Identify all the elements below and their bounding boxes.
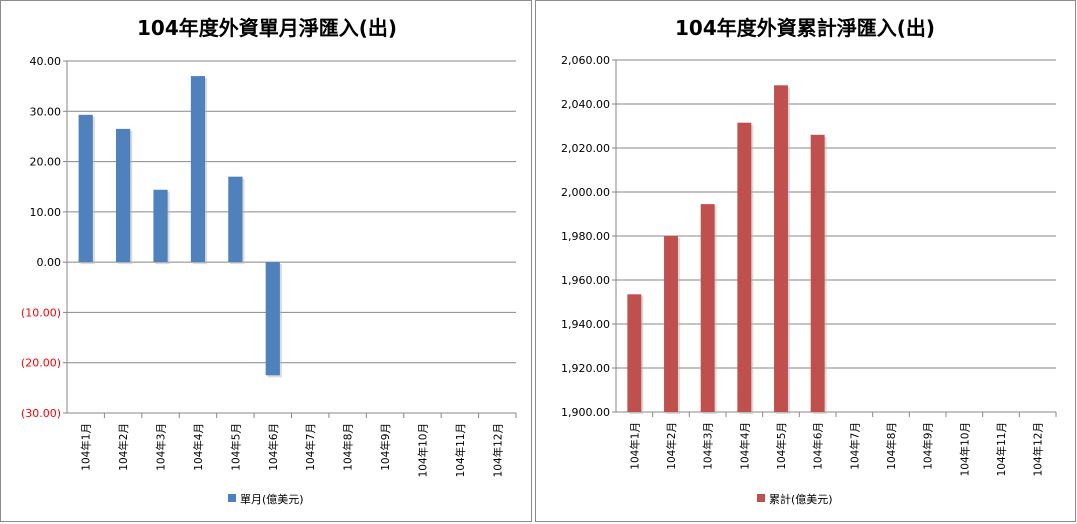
y-tick-label: 2,060.00: [561, 54, 610, 67]
x-tick-label: 104年10月: [416, 423, 429, 477]
cumulative-chart-panel: 104年度外資累計淨匯入(出) 2,060.00 2,040.00 2,020.00 2…: [535, 0, 1076, 522]
y-tick-label: 10.00: [30, 206, 62, 219]
monthly-net-inflow-chart: 104年度外資單月淨匯入(出) 40.00 30.00 20.00 10.00 0.00 (…: [21, 16, 517, 506]
y-tick-label: 1,920.00: [561, 362, 610, 375]
x-tick-label: 104年5月: [775, 422, 788, 470]
x-tick-label: 104年9月: [922, 422, 935, 470]
y-tick-label: (10.00): [21, 306, 61, 319]
y-tick-label: 1,940.00: [561, 318, 610, 331]
bar: [153, 189, 168, 263]
bar: [774, 85, 788, 413]
legend-label: 累計(億美元): [769, 492, 833, 506]
bar: [116, 128, 131, 263]
y-tick-label: 2,020.00: [561, 142, 610, 155]
legend-label: 單月(億美元): [240, 493, 304, 506]
x-tick-label: 104年11月: [995, 422, 1008, 476]
x-tick-label: 104年1月: [80, 423, 93, 471]
bar: [190, 76, 206, 263]
x-tick-label: 104年12月: [1032, 422, 1045, 476]
y-tick-label: (30.00): [21, 407, 61, 420]
legend-swatch: [757, 494, 765, 502]
y-tick-label: 0.00: [37, 256, 62, 269]
x-tick-label: 104年3月: [702, 422, 715, 470]
x-tick-label: 104年8月: [342, 423, 355, 471]
chart-title: 104年度外資累計淨匯入(出): [675, 16, 935, 40]
x-tick-label: 104年4月: [192, 423, 205, 471]
x-tick-label: 104年6月: [812, 422, 825, 470]
bar: [810, 134, 825, 413]
x-tick-label: 104年6月: [267, 423, 280, 471]
bar: [664, 236, 678, 412]
y-tick-label: 2,040.00: [561, 98, 610, 111]
y-tick-label: 20.00: [30, 156, 62, 169]
y-tick-label: 1,980.00: [561, 230, 610, 243]
x-tick-label: 104年7月: [304, 423, 317, 471]
x-tick-label: 104年2月: [117, 423, 130, 471]
x-tick-label: 104年1月: [628, 422, 641, 470]
y-tick-label: 1,960.00: [561, 274, 610, 287]
y-tick-label: 1,900.00: [561, 406, 610, 419]
monthly-chart-panel: 104年度外資單月淨匯入(出) 40.00 30.00 20.00 10.00 0.00 (…: [0, 0, 532, 522]
chart-title: 104年度外資單月淨匯入(出): [137, 16, 397, 40]
x-tick-label: 104年4月: [738, 422, 751, 470]
bar: [228, 176, 243, 263]
x-tick-label: 104年8月: [885, 422, 898, 470]
cumulative-net-inflow-chart: 104年度外資累計淨匯入(出) 2,060.00 2,040.00 2,020.00 2…: [561, 16, 1057, 506]
bar: [78, 114, 93, 263]
x-tick-label: 104年5月: [229, 423, 242, 471]
x-tick-label: 104年2月: [665, 422, 678, 470]
bar: [700, 204, 715, 412]
y-tick-label: 30.00: [30, 105, 62, 118]
x-tick-label: 104年12月: [491, 423, 504, 477]
bar: [737, 122, 752, 412]
bar: [627, 294, 642, 412]
x-tick-label: 104年7月: [848, 422, 861, 470]
y-tick-label: (20.00): [21, 357, 61, 370]
x-tick-label: 104年3月: [155, 423, 168, 471]
bar: [265, 262, 280, 376]
y-tick-label: 40.00: [30, 55, 62, 68]
x-tick-label: 104年10月: [958, 422, 971, 476]
x-tick-label: 104年9月: [379, 423, 392, 471]
legend-swatch: [228, 494, 236, 502]
x-tick-label: 104年11月: [454, 423, 467, 477]
y-tick-label: 2,000.00: [561, 186, 610, 199]
